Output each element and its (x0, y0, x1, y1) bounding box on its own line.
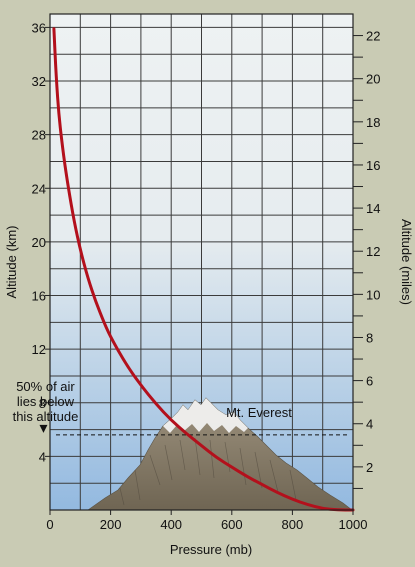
annotation-line: this altitude (13, 409, 79, 424)
x-axis-label: Pressure (mb) (170, 542, 252, 557)
y-tick-label-km: 12 (32, 342, 46, 357)
mountain-snow (163, 398, 248, 433)
y-tick-label-km: 8 (39, 396, 46, 411)
y-tick-label-miles: 12 (366, 244, 380, 259)
y-tick-label-km: 28 (32, 128, 46, 143)
y-tick-label-miles: 20 (366, 72, 380, 87)
pressure-altitude-curve (52, 27, 355, 512)
x-tick-label: 1000 (339, 517, 368, 532)
y-tick-label-km: 36 (32, 20, 46, 35)
everest-annotation: Mt. Everest (226, 405, 292, 420)
y-tick-label-miles: 22 (366, 29, 380, 44)
x-tick-label: 400 (160, 517, 182, 532)
x-tick-label: 0 (46, 517, 53, 532)
axis-ticks: 0 200 400 600 800 100048121620242832362468101… (32, 20, 381, 532)
y-tick-label-km: 32 (32, 74, 46, 89)
y-axis-label-left: Altitude (km) (4, 226, 19, 299)
y-tick-label-miles: 10 (366, 287, 380, 302)
mountain-ridges (119, 437, 297, 506)
plot-border (49, 13, 354, 511)
x-tick-label: 800 (282, 517, 304, 532)
y-tick-label-km: 20 (32, 235, 46, 250)
y-tick-label-miles: 4 (366, 417, 373, 432)
y-axis-label-right: Altitude (miles) (399, 219, 414, 305)
y-tick-label-km: 4 (39, 449, 46, 464)
y-tick-label-miles: 2 (366, 460, 373, 475)
y-tick-label-miles: 8 (366, 330, 373, 345)
x-tick-label: 600 (221, 517, 243, 532)
annotation-line: Mt. Everest (226, 405, 292, 420)
mountain (87, 397, 353, 510)
fifty-percent-annotation: 50% of air lies below this altitude (13, 379, 79, 424)
x-tick-label: 200 (100, 517, 122, 532)
annotation-line: lies below (17, 394, 75, 409)
y-tick-label-km: 16 (32, 289, 46, 304)
y-tick-label-miles: 16 (366, 158, 380, 173)
annotation-arrow-icon (39, 424, 48, 433)
y-tick-label-miles: 18 (366, 115, 380, 130)
y-tick-label-miles: 6 (366, 374, 373, 389)
y-tick-label-miles: 14 (366, 201, 380, 216)
y-tick-label-km: 24 (32, 181, 46, 196)
annotation-line: 50% of air (16, 379, 75, 394)
